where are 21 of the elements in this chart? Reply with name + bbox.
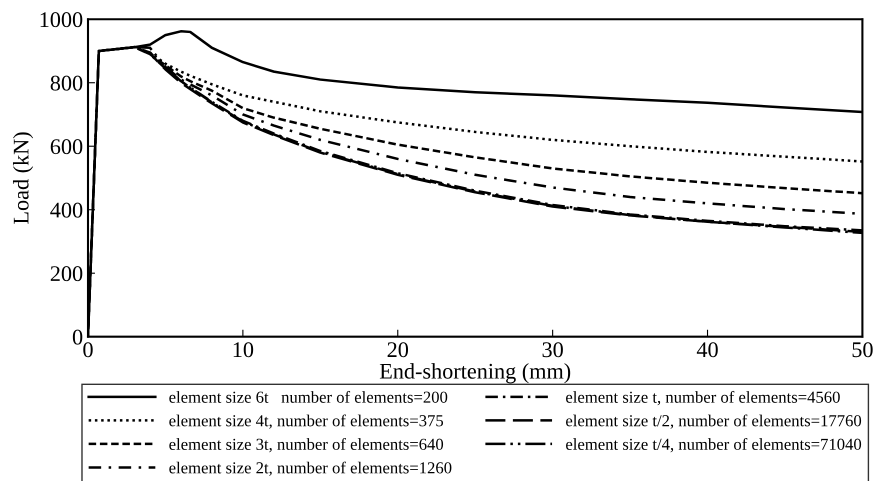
legend-label: element size 6t number of elements=200 (169, 390, 448, 403)
legend-label: element size 2t, number of elements=1260 (169, 462, 452, 476)
legend-label: element size t, number of elements=4560 (566, 390, 840, 406)
x-tick-label: 30 (542, 342, 563, 358)
legend-label: element size 4t, number of elements=375 (169, 414, 444, 429)
x-tick-label: 10 (234, 342, 254, 358)
y-axis-title: Load (kN) (12, 132, 34, 224)
x-tick-label: 20 (388, 342, 408, 358)
y-tick-label: 600 (50, 139, 82, 154)
x-tick-label: 40 (696, 342, 718, 358)
y-tick-label: 800 (50, 76, 82, 91)
legend-label: element size 3t, number of elements=640 (169, 438, 444, 452)
legend-label: element size t/2, number of elements=17760 (566, 414, 862, 429)
legend-label: element size t/4, number of elements=71040 (566, 438, 862, 452)
y-tick-label: 400 (50, 202, 82, 218)
y-tick-label: 0 (72, 330, 82, 345)
x-tick-label: 0 (83, 342, 93, 358)
x-axis-title: End-shortening (mm) (380, 363, 570, 384)
x-tick-label: 50 (852, 342, 873, 358)
y-tick-label: 200 (50, 266, 82, 282)
y-tick-label: 1000 (40, 12, 82, 28)
